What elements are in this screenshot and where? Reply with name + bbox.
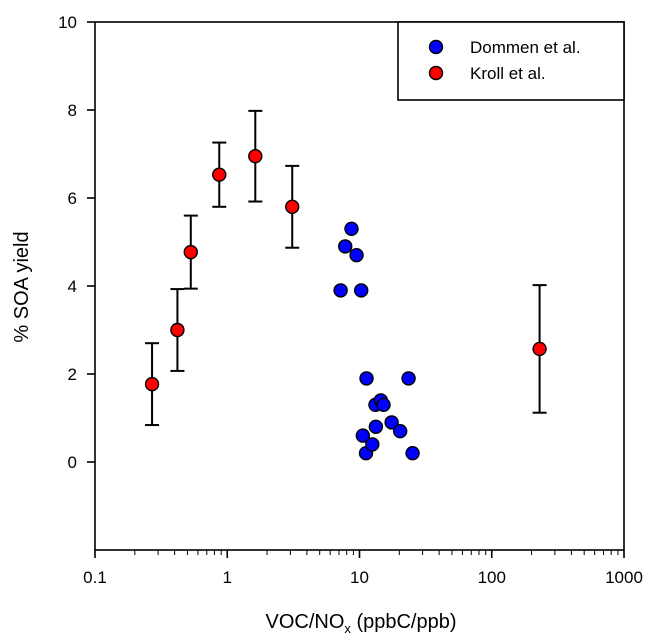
kroll-data-point [183, 244, 198, 260]
x-axis-title: VOC/NOx (ppbC/ppb) [265, 611, 456, 636]
dommen-data-point [353, 283, 369, 298]
kroll-data-point [248, 148, 263, 164]
dommen-data-point [376, 397, 391, 412]
kroll-data-point [212, 167, 227, 182]
dommen-data-point [405, 446, 420, 461]
x-tick-label: 10 [350, 568, 369, 587]
kroll-data-point [532, 341, 547, 357]
dommen-data-point [365, 437, 380, 452]
dommen-data-point [333, 283, 348, 298]
legend-label-kroll: Kroll et al. [470, 64, 546, 83]
kroll-data-point [144, 376, 160, 392]
legend-marker-dommen [428, 39, 444, 55]
legend-label-dommen: Dommen et al. [470, 38, 581, 57]
legend-marker-kroll [428, 65, 444, 81]
dommen-data-point [392, 424, 408, 439]
data-marks [144, 109, 547, 461]
x-tick-label: 100 [478, 568, 506, 587]
dommen-data-point [338, 239, 353, 254]
dommen-data-point [349, 247, 364, 263]
y-tick-label: 10 [58, 13, 77, 32]
y-tick-label: 6 [68, 189, 77, 208]
dommen-data-point [355, 428, 371, 443]
dommen-data-point [401, 371, 416, 386]
y-axis-title: % SOA yield [11, 231, 33, 342]
dommen-data-point [384, 415, 399, 430]
y-tick-label: 2 [68, 365, 77, 384]
legend: Dommen et al. Kroll et al. [397, 21, 625, 101]
y-tick-label: 4 [68, 277, 77, 296]
dommen-data-point [368, 419, 384, 434]
x-axis-ticks: 0.1 1 10 100 1000 [83, 550, 643, 587]
x-axis-title-subscript: x [344, 621, 351, 636]
dommen-data-point [359, 371, 374, 386]
x-axis-title-rest: (ppbC/ppb) [351, 611, 457, 633]
x-tick-label: 1 [223, 568, 232, 587]
y-axis-ticks: 0 2 4 6 8 10 [58, 13, 95, 472]
x-tick-label: 1000 [605, 568, 643, 587]
legend-box [397, 21, 625, 101]
x-tick-label: 0.1 [83, 568, 107, 587]
x-axis-title-main: VOC/NO [265, 611, 344, 633]
y-tick-label: 8 [68, 101, 77, 120]
kroll-data-point [170, 322, 185, 338]
dommen-data-point [344, 221, 359, 237]
kroll-data-point [285, 199, 300, 215]
y-tick-label: 0 [68, 453, 77, 472]
